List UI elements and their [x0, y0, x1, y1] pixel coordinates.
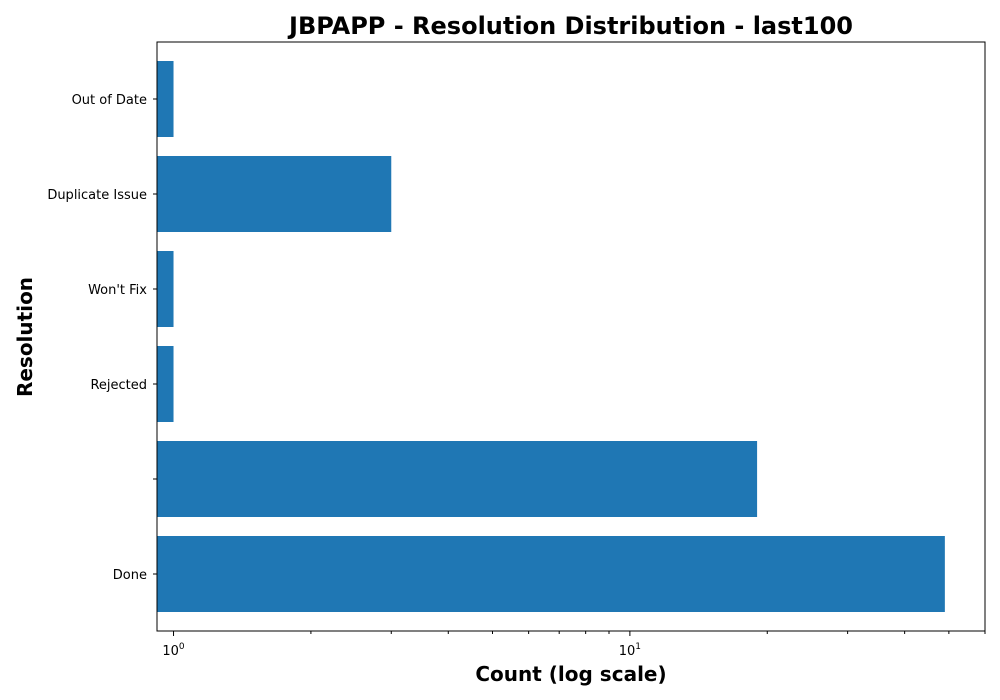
bar	[157, 346, 174, 422]
x-axis-label: Count (log scale)	[475, 662, 666, 686]
x-tick-label: 100	[162, 642, 185, 659]
y-tick-label: Done	[113, 568, 147, 583]
bars-group	[157, 61, 945, 612]
chart-title: JBPAPP - Resolution Distribution - last1…	[287, 12, 853, 40]
bar	[157, 536, 945, 612]
bar	[157, 251, 174, 327]
plot-frame	[156, 41, 986, 632]
x-minor-ticks-group	[310, 631, 986, 634]
bar	[157, 441, 758, 517]
y-axis-label: Resolution	[13, 277, 37, 397]
y-tick-label: Out of Date	[72, 93, 147, 108]
x-tick-label: 101	[619, 642, 641, 659]
y-tick-label: Won't Fix	[88, 283, 147, 298]
bar	[157, 156, 392, 232]
y-tick-label: Duplicate Issue	[47, 188, 147, 203]
x-ticks-group: 100 101	[162, 631, 641, 659]
bar	[157, 61, 174, 137]
y-tick-label: Rejected	[90, 378, 147, 393]
y-ticks-group: Done Rejected Won't Fix Duplicate Issue Out …	[47, 93, 157, 583]
